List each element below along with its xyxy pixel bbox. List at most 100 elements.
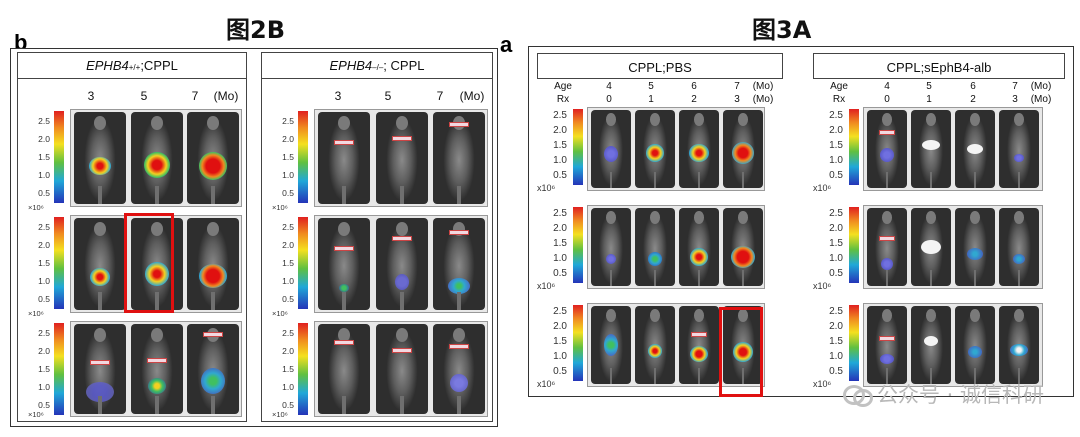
scale-unit: ×10⁶	[28, 309, 44, 318]
color-scale-bar	[573, 305, 583, 381]
mouse-image	[999, 110, 1039, 188]
mouse-image	[635, 208, 675, 286]
mouse-image	[376, 324, 428, 414]
age-label-row: 3 5 7 (Mo)	[18, 89, 248, 103]
mouse-image	[723, 110, 763, 188]
mouse-image	[433, 218, 485, 310]
genotype-name: EPHB4	[329, 58, 373, 73]
scale-ticks: 2.5 2.0 1.5 1.0 0.5	[553, 306, 567, 377]
scale-ticks: 2.5 2.0 1.5 1.0 0.5	[38, 116, 50, 198]
age-label-row: 3 5 7 (Mo)	[262, 89, 494, 103]
scale-ticks: 2.5 2.0 1.5 1.0 0.5	[38, 222, 50, 304]
mouse-image	[376, 218, 428, 310]
sephb4-image-row-3	[863, 303, 1043, 387]
mouse-image	[955, 208, 995, 286]
mouse-image	[591, 306, 631, 384]
mouse-image	[187, 112, 239, 204]
figure-2b-frame: EPHB4 +/+ ;CPPL 3 5 7 (Mo) 2.5 2.0 1.5 1.0 0.5…	[10, 48, 498, 427]
age-value: 6	[691, 81, 697, 92]
scale-unit: ×10⁶	[28, 203, 44, 212]
genotype-superscript: +/+	[128, 63, 141, 72]
group-header-pbs: CPPL;PBS	[537, 53, 783, 79]
mouse-image	[911, 110, 951, 188]
pbs-image-row-1	[587, 107, 765, 191]
scale-ticks: 2.5 2.0 1.5 1.0 0.5	[829, 110, 843, 181]
color-scale-bar	[298, 111, 308, 203]
mouse-image	[74, 324, 126, 414]
mouse-image	[955, 110, 995, 188]
image-row-3	[70, 321, 242, 417]
group-ephb4-wt: EPHB4 +/+ ;CPPL 3 5 7 (Mo) 2.5 2.0 1.5 1.0 0.5…	[17, 52, 247, 422]
figure-3a-frame: CPPL;PBS Age 4 5 6 7 (Mo) Rx 0 1 2 3 (Mo…	[528, 46, 1074, 397]
watermark-text: 公众号 · 诚信科研	[876, 383, 1044, 407]
mouse-image	[433, 324, 485, 414]
scale-ticks: 2.5 2.0 1.5 1.0 0.5	[553, 208, 567, 279]
mouse-image	[911, 208, 951, 286]
mouse-image	[999, 306, 1039, 384]
mouse-image	[74, 112, 126, 204]
color-scale-bar	[849, 305, 859, 381]
scale-unit: ×10⁶	[272, 410, 288, 419]
mouse-image	[911, 306, 951, 384]
age-label: 5	[140, 89, 148, 103]
age-value: 7	[734, 81, 740, 92]
scale-ticks: 2.5 2.0 1.5 1.0 0.5	[282, 222, 294, 304]
age-unit: (Mo)	[213, 89, 239, 103]
mouse-image	[867, 110, 907, 188]
mouse-image	[318, 112, 370, 204]
image-row-3	[314, 321, 488, 417]
scale-unit: x10⁶	[813, 183, 832, 193]
color-scale-bar	[54, 217, 64, 309]
mouse-image	[433, 112, 485, 204]
rx-label-row: Rx 0 1 2 3 (Mo)	[529, 94, 799, 108]
color-scale-bar	[54, 323, 64, 415]
age-value: 5	[926, 81, 932, 92]
figure-title-3a: 图3A	[752, 16, 812, 44]
scale-ticks: 2.5 2.0 1.5 1.0 0.5	[829, 208, 843, 279]
scale-unit: x10⁶	[813, 379, 832, 389]
mouse-image	[635, 110, 675, 188]
scale-unit: ×10⁶	[28, 410, 44, 419]
age-value: 4	[884, 81, 890, 92]
scale-ticks: 2.5 2.0 1.5 1.0 0.5	[553, 110, 567, 181]
mouse-image	[131, 324, 183, 414]
mouse-image	[955, 306, 995, 384]
mouse-image	[679, 208, 719, 286]
scale-unit: ×10⁶	[272, 309, 288, 318]
mouse-image	[318, 218, 370, 310]
age-label: 3	[334, 89, 342, 103]
figure-title-2b: 图2B	[226, 16, 285, 44]
rx-value: 1	[926, 94, 932, 105]
mouse-image	[131, 218, 183, 310]
color-scale-bar	[298, 323, 308, 415]
genotype-suffix: ;CPPL	[140, 58, 178, 73]
age-unit: (Mo)	[459, 89, 485, 103]
sephb4-image-row-2	[863, 205, 1043, 289]
color-scale-bar	[573, 207, 583, 283]
age-row-label: Age	[554, 81, 572, 92]
genotype-superscript: –/–	[372, 63, 384, 72]
image-row-1	[314, 109, 488, 207]
image-row-1	[70, 109, 242, 207]
image-row-2	[70, 215, 242, 313]
group-ephb4-ko: EPHB4 –/–; CPPL 3 5 7 (Mo) 2.5 2.0 1.5 1.0 0.…	[261, 52, 493, 422]
panel-letter-a: a	[500, 32, 513, 57]
mouse-image	[591, 110, 631, 188]
age-label: 7	[436, 89, 444, 103]
mouse-image	[679, 306, 719, 384]
mouse-image	[999, 208, 1039, 286]
mouse-image	[74, 218, 126, 310]
mouse-image	[187, 324, 239, 414]
rx-row-label: Rx	[556, 94, 570, 105]
pbs-image-row-2	[587, 205, 765, 289]
group-header-sephb4: CPPL;sEphB4-alb	[813, 53, 1065, 79]
genotype-name: EPHB4	[86, 58, 129, 73]
image-row-2	[314, 215, 488, 313]
color-scale-bar	[54, 111, 64, 203]
scale-unit: x10⁶	[813, 281, 832, 291]
mouse-image	[679, 110, 719, 188]
rx-label-row: Rx 0 1 2 3 (Mo)	[805, 94, 1075, 108]
mouse-image	[318, 324, 370, 414]
age-label: 3	[87, 89, 95, 103]
mouse-image	[867, 306, 907, 384]
